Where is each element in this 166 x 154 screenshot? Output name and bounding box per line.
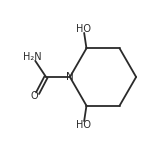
Text: H₂N: H₂N <box>23 53 41 62</box>
Text: HO: HO <box>76 24 91 34</box>
Text: O: O <box>31 91 39 101</box>
Text: HO: HO <box>76 120 91 130</box>
Text: N: N <box>67 72 74 82</box>
